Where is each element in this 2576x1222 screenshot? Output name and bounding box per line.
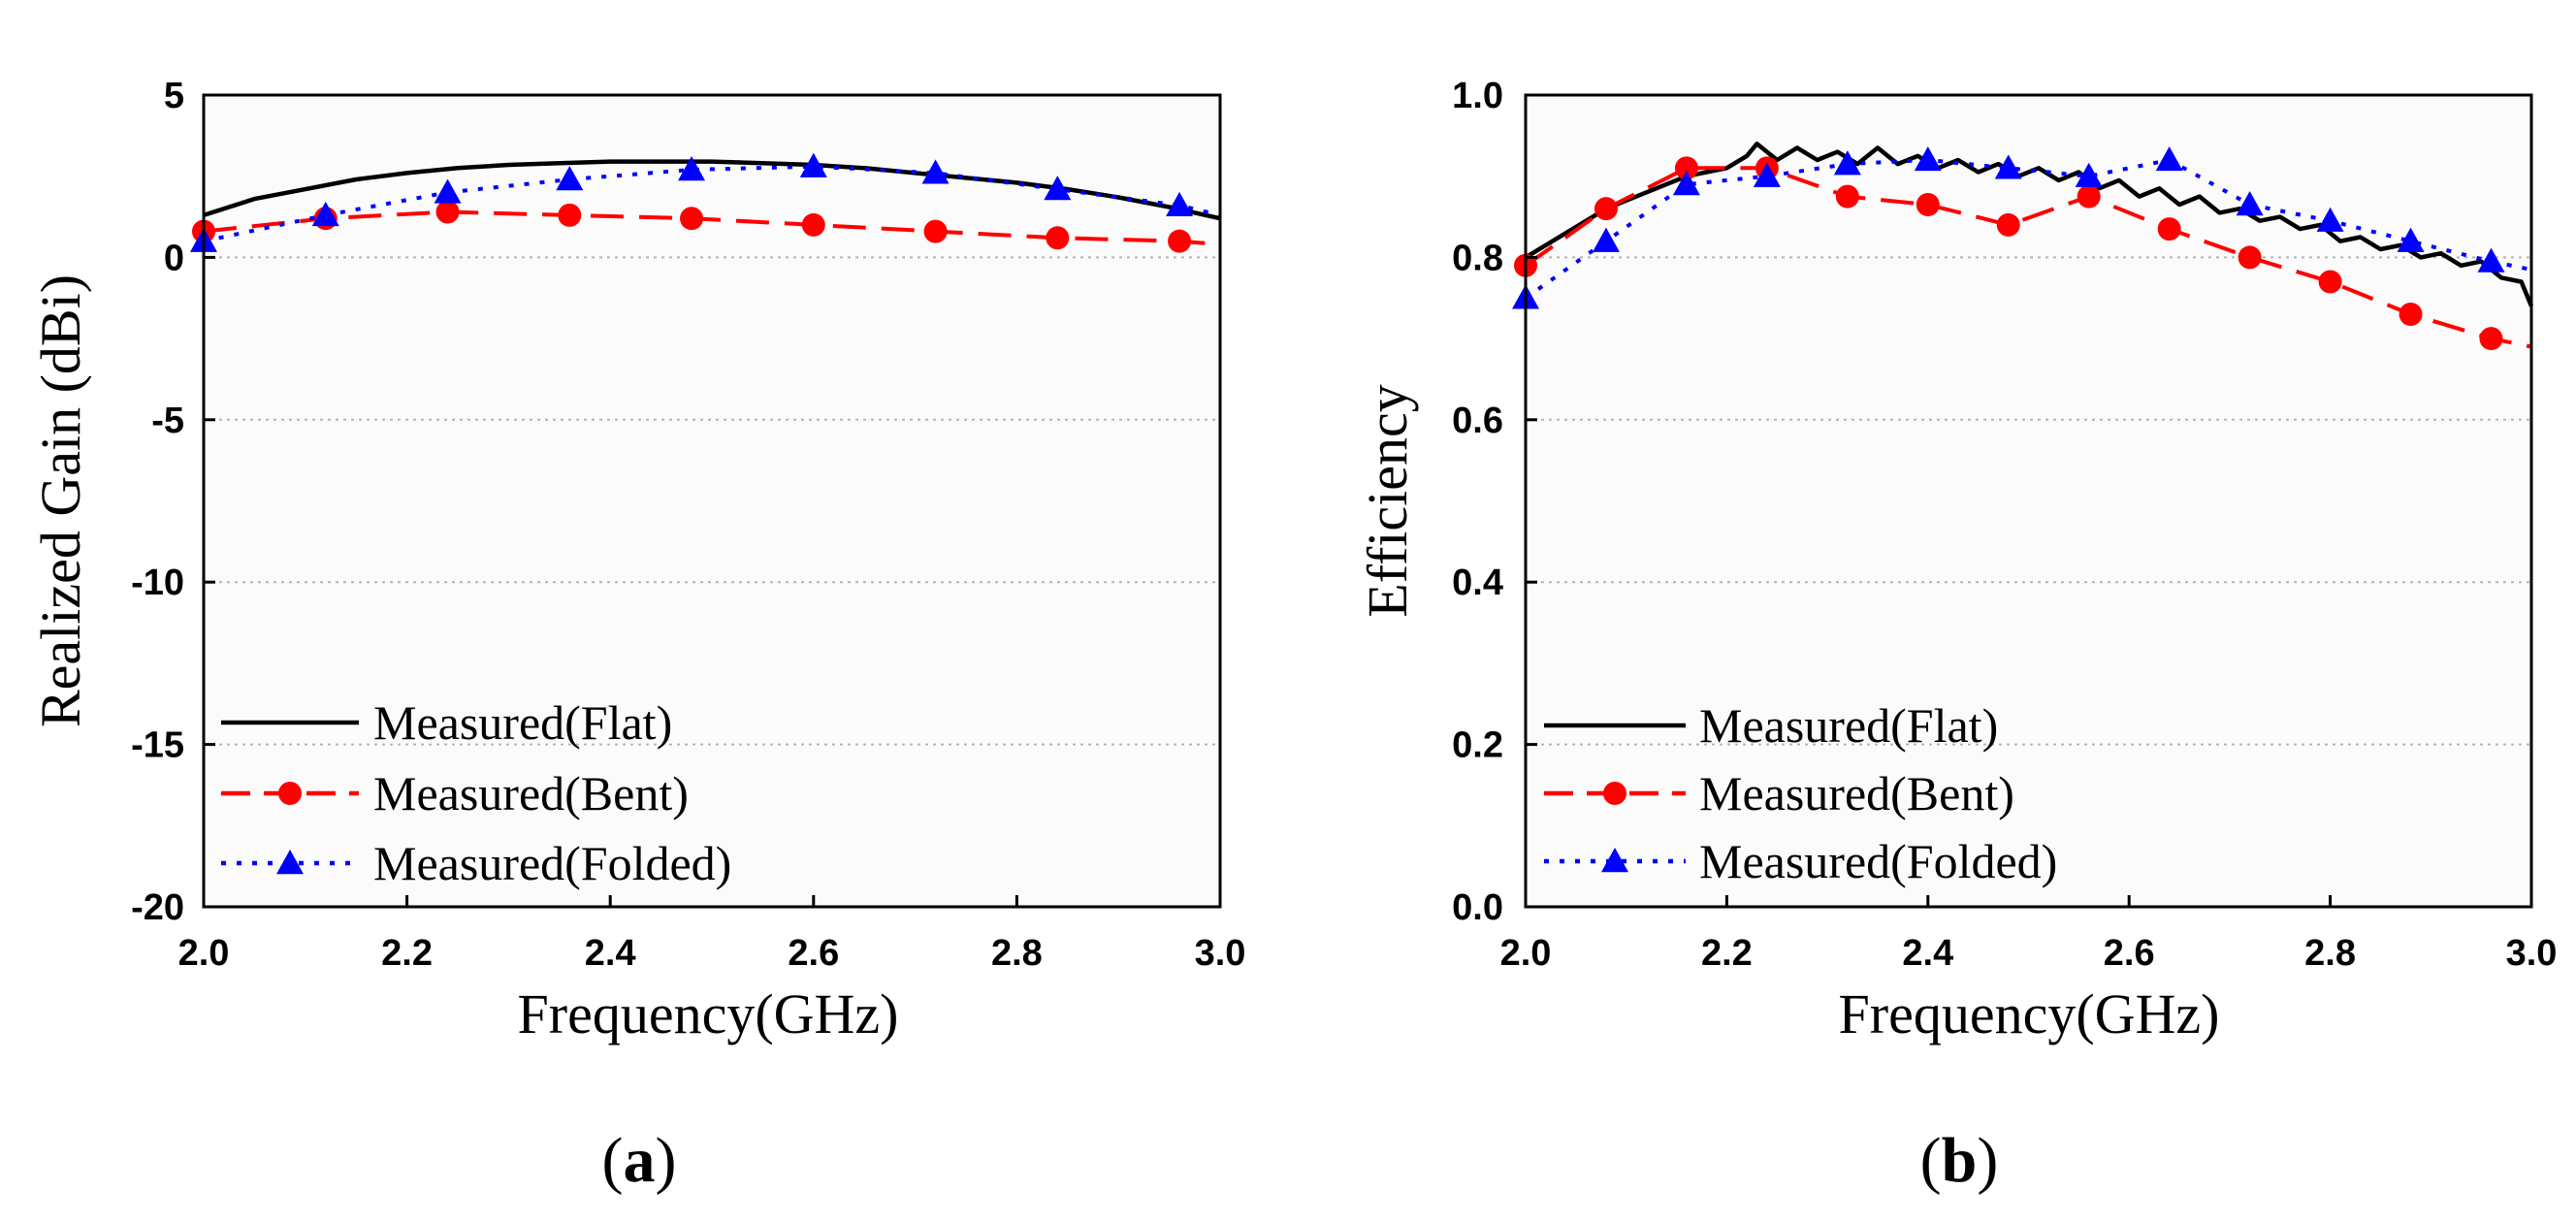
legend-marker-measured-folded xyxy=(1601,848,1628,873)
legend-label-measured-flat: Measured(Flat) xyxy=(373,695,672,750)
x-tick-label: 2.8 xyxy=(2304,933,2356,974)
y-axis-label: Efficiency xyxy=(1356,384,1419,617)
x-tick-label: 2.4 xyxy=(1902,933,1953,974)
legend-label-measured-bent: Measured(Bent) xyxy=(373,766,689,820)
panel-label-letter: a xyxy=(624,1125,656,1196)
y-tick-label: 0 xyxy=(164,238,184,278)
data-point-measured-folded xyxy=(2477,247,2505,273)
data-point-measured-folded xyxy=(556,166,584,191)
x-tick-label: 3.0 xyxy=(2506,933,2558,974)
y-tick-label: 0.2 xyxy=(1452,725,1503,766)
x-tick-label: 2.4 xyxy=(585,933,636,974)
chart-panel-b: 0.0 0.2 0.4 0.6 0.8 1.0 2.0 2.2 2.4 2.6 2.8 3.0 Freq… xyxy=(1356,76,2557,1196)
axis-frame xyxy=(202,93,1222,909)
data-point-measured-bent xyxy=(435,200,460,224)
y-tick-label: -20 xyxy=(131,887,184,928)
data-point-measured-bent xyxy=(1594,197,1618,221)
data-point-measured-folded xyxy=(1994,154,2022,179)
data-point-measured-bent xyxy=(1046,226,1070,250)
data-point-measured-folded xyxy=(1044,176,1072,201)
data-point-measured-folded xyxy=(799,152,827,177)
data-point-measured-bent xyxy=(1916,192,1940,216)
data-point-measured-folded xyxy=(2155,145,2183,172)
panel-label-close-paren: ) xyxy=(656,1125,677,1196)
x-tick-label: 3.0 xyxy=(1195,933,1246,974)
legend-marker-measured-bent xyxy=(1603,782,1626,805)
x-tick-label: 2.8 xyxy=(991,933,1043,974)
data-point-measured-folded xyxy=(2397,227,2425,252)
x-axis-label: Frequency(GHz) xyxy=(1839,982,2220,1045)
x-axis-label: Frequency(GHz) xyxy=(518,982,899,1045)
data-point-measured-folded xyxy=(311,201,339,227)
panel-label: (a) xyxy=(602,1125,677,1196)
y-tick-label: 1.0 xyxy=(1452,76,1503,116)
y-tick-label: -10 xyxy=(131,563,184,603)
x-tick-label: 2.0 xyxy=(1500,933,1552,974)
y-tick-label: 0.4 xyxy=(1452,563,1503,603)
data-point-measured-bent xyxy=(2157,217,2181,241)
y-tick-label: 0.8 xyxy=(1452,238,1503,278)
data-point-measured-bent xyxy=(923,219,948,243)
legend-label-measured-flat: Measured(Flat) xyxy=(1699,698,1998,753)
series-line-measured-bent xyxy=(1524,166,2532,349)
axis-frame xyxy=(1524,93,2533,909)
series-line-measured-folded xyxy=(1524,158,2532,300)
data-point-measured-folded xyxy=(1914,145,1942,172)
plot-area xyxy=(1526,95,2531,907)
data-point-measured-folded xyxy=(1166,191,1194,217)
panel-label-open-paren: ( xyxy=(602,1125,624,1196)
panel-label: (b) xyxy=(1920,1125,1999,1196)
y-axis-label: Realized Gain (dBi) xyxy=(29,274,92,727)
data-point-measured-bent xyxy=(2077,184,2101,209)
series-line-measured-bent xyxy=(203,209,1221,246)
data-point-measured-bent xyxy=(1168,229,1192,253)
legend-label-measured-folded: Measured(Folded) xyxy=(373,836,731,890)
x-tick-label: 2.2 xyxy=(1701,933,1753,974)
panel-label-close-paren: ) xyxy=(1977,1125,1998,1196)
legend-label-measured-bent: Measured(Bent) xyxy=(1699,766,2014,820)
data-point-measured-folded xyxy=(1753,162,1781,187)
data-point-measured-bent xyxy=(1674,156,1698,180)
series-line-measured-folded xyxy=(203,164,1221,243)
data-point-measured-bent xyxy=(2479,327,2503,351)
chart-panel-a: -20 -15 -10 -5 0 5 2.0 2.2 2.4 2.6 2.8 3.0 Frequency… xyxy=(29,76,1245,1196)
data-point-measured-folded xyxy=(1592,227,1620,252)
data-point-measured-folded xyxy=(2075,162,2103,187)
y-tick-label: 5 xyxy=(164,76,184,116)
legend-marker-measured-folded xyxy=(276,850,304,875)
y-tick-label: 0.0 xyxy=(1452,887,1503,928)
y-tick-label: 0.6 xyxy=(1452,401,1503,441)
series-line-measured-flat xyxy=(1524,141,2534,307)
legend-marker-measured-bent xyxy=(278,782,302,805)
data-point-measured-bent xyxy=(558,203,582,227)
data-point-measured-bent xyxy=(2238,245,2262,270)
data-point-measured-folded xyxy=(434,178,462,204)
y-tick-label: -5 xyxy=(151,401,184,441)
data-point-measured-bent xyxy=(2399,302,2423,326)
data-point-measured-bent xyxy=(1835,184,1859,209)
data-point-measured-folded xyxy=(678,156,706,181)
data-point-measured-bent xyxy=(1996,212,2020,237)
data-point-measured-bent xyxy=(801,212,825,237)
x-tick-label: 2.2 xyxy=(381,933,433,974)
data-point-measured-bent xyxy=(2318,270,2342,294)
data-point-measured-folded xyxy=(1833,150,1861,176)
panel-label-open-paren: ( xyxy=(1920,1125,1942,1196)
data-point-measured-folded xyxy=(2316,207,2344,232)
data-point-measured-folded xyxy=(1672,171,1700,196)
x-tick-label: 2.6 xyxy=(2104,933,2155,974)
legend-label-measured-folded: Measured(Folded) xyxy=(1699,834,2057,888)
data-point-measured-folded xyxy=(2236,190,2264,216)
x-tick-label: 2.0 xyxy=(178,933,230,974)
data-point-measured-bent xyxy=(680,207,704,231)
x-tick-label: 2.6 xyxy=(788,933,839,974)
y-tick-label: -15 xyxy=(131,725,184,766)
panel-label-letter: b xyxy=(1942,1125,1978,1196)
data-point-measured-folded xyxy=(921,159,950,184)
